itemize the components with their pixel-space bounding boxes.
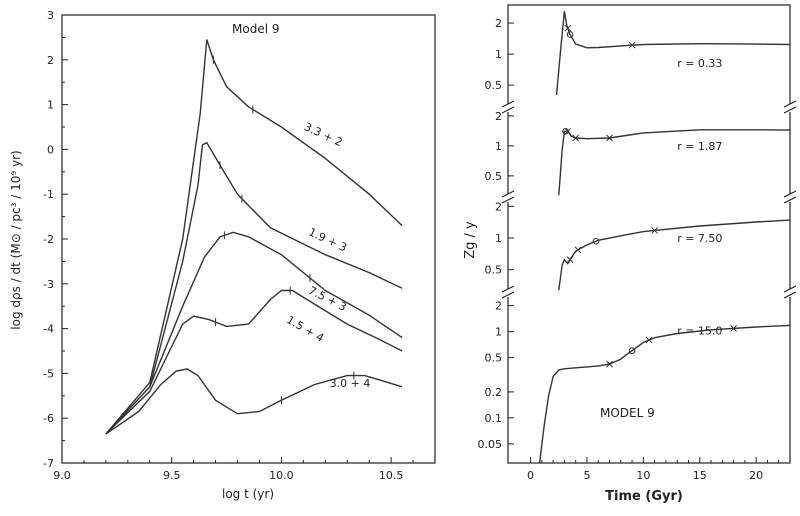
right-x-axis-label: Time (Gyr) xyxy=(605,489,683,504)
right-series-circle-marker xyxy=(566,31,574,38)
left-x-tick-label: 9.0 xyxy=(53,469,71,482)
left-y-axis-label: log dρs / dt (M⊙ / pc³ / 10⁹ yr) xyxy=(9,150,23,329)
right-x-tick-label: 15 xyxy=(693,469,707,482)
left-x-tick-label: 10.5 xyxy=(379,469,404,482)
right-y-tick-label: 2 xyxy=(495,300,502,313)
right-series-line xyxy=(558,219,791,291)
axis-break-mark xyxy=(783,291,797,299)
right-x-tick-label: 5 xyxy=(583,469,590,482)
right-series-circle-marker xyxy=(592,237,600,245)
left-series-line xyxy=(105,231,403,435)
right-series-marker xyxy=(730,325,737,332)
left-series-line xyxy=(105,368,403,435)
right-y-tick-label: 0.2 xyxy=(485,386,503,399)
left-series-label: 1.5 + 4 xyxy=(284,313,326,345)
left-y-tick-label: 1 xyxy=(47,99,54,112)
right-subpanel-label: r = 15.0 xyxy=(677,324,722,337)
left-chart-title: Model 9 xyxy=(232,22,279,36)
right-y-tick-label: 0.05 xyxy=(478,438,503,451)
right-x-tick-label: 20 xyxy=(749,469,763,482)
right-y-tick-label: 0.5 xyxy=(485,79,503,92)
right-y-tick-label: 2 xyxy=(495,110,502,123)
right-series-line xyxy=(558,129,791,196)
left-x-axis-label: log t (yr) xyxy=(222,487,274,501)
axis-break-mark xyxy=(501,196,515,204)
axis-break-mark xyxy=(783,285,797,293)
left-x-tick-label: 9.5 xyxy=(163,469,181,482)
right-y-tick-label: 2 xyxy=(495,17,502,30)
left-y-tick-label: -1 xyxy=(43,188,54,201)
left-y-tick-label: 3 xyxy=(47,9,54,22)
right-y-tick-label: 1 xyxy=(495,48,502,61)
right-series-line xyxy=(555,11,791,96)
left-series-label: 7.5 + 3 xyxy=(306,284,348,314)
right-y-tick-label: 1 xyxy=(495,232,502,245)
right-series-marker xyxy=(574,246,582,254)
right-y-tick-label: 2 xyxy=(495,200,502,213)
right-x-tick-label: 10 xyxy=(636,469,650,482)
left-y-tick-label: -7 xyxy=(43,457,54,470)
left-chart-panel: 9.0 9.5 10.0 10.5 -7 -6 -5 -4 -3 -2 -1 0 1 2 3 3.3 + 2… xyxy=(9,9,436,501)
axis-break-mark xyxy=(501,285,515,293)
left-y-tick-label: -4 xyxy=(43,323,54,336)
axis-break-mark xyxy=(783,196,797,204)
right-y-tick-label: 0.5 xyxy=(485,170,503,183)
right-series-marker xyxy=(572,134,580,142)
left-x-tick-label: 10.0 xyxy=(269,469,294,482)
right-y-tick-label: 0.5 xyxy=(485,352,503,365)
right-series-marker xyxy=(651,227,658,234)
right-subpanel-label: r = 0.33 xyxy=(677,57,722,70)
left-series-label: 3.0 + 4 xyxy=(330,377,371,390)
right-chart-title: MODEL 9 xyxy=(600,406,655,420)
left-series-label: 1.9 + 3 xyxy=(306,225,348,254)
axis-break-mark xyxy=(783,190,797,198)
right-y-tick-label: 0.1 xyxy=(485,412,503,425)
right-chart-panel: 0 5 10 15 20 0.5 1 2 0.5 1 2 0.5 1 2 0.05 0.1 0.2 0.5 1 2 r… xyxy=(463,4,797,504)
right-series-line xyxy=(538,324,791,464)
right-series-marker xyxy=(645,336,653,344)
right-y-tick-label: 0.5 xyxy=(485,264,503,277)
axis-break-mark xyxy=(783,100,797,108)
left-series-line xyxy=(105,289,403,435)
right-plot-frame xyxy=(507,4,791,464)
right-series-marker xyxy=(606,134,613,142)
right-series-circle-marker xyxy=(562,128,569,135)
right-y-tick-label: 1 xyxy=(495,326,502,339)
axis-break-mark xyxy=(501,190,515,198)
right-subpanel-label: r = 7.50 xyxy=(677,232,722,245)
axis-break-mark xyxy=(783,106,797,114)
right-series-marker xyxy=(566,256,574,263)
right-series-marker xyxy=(564,24,572,32)
right-series-marker xyxy=(564,127,572,135)
left-y-tick-label: -5 xyxy=(43,367,54,380)
right-y-axis-label: Zg / y xyxy=(463,221,478,259)
left-series-label: 3.3 + 2 xyxy=(302,120,344,149)
axis-break-mark xyxy=(501,106,515,114)
left-y-tick-label: 0 xyxy=(47,143,54,156)
left-plot-frame xyxy=(61,14,436,464)
right-x-tick-label: 0 xyxy=(527,469,534,482)
left-series-line xyxy=(105,39,403,435)
right-series-marker xyxy=(606,360,613,368)
axis-break-mark xyxy=(501,291,515,299)
left-y-tick-label: -3 xyxy=(43,278,54,291)
left-y-tick-label: -6 xyxy=(43,412,54,425)
right-series-circle-marker xyxy=(628,347,636,355)
right-subpanel-label: r = 1.87 xyxy=(677,140,722,153)
right-series-marker xyxy=(628,41,636,49)
left-series-line xyxy=(105,141,403,435)
right-y-tick-label: 1 xyxy=(495,140,502,153)
left-y-tick-label: 2 xyxy=(47,54,54,67)
left-y-tick-label: -2 xyxy=(43,233,54,246)
axis-break-mark xyxy=(501,100,515,108)
